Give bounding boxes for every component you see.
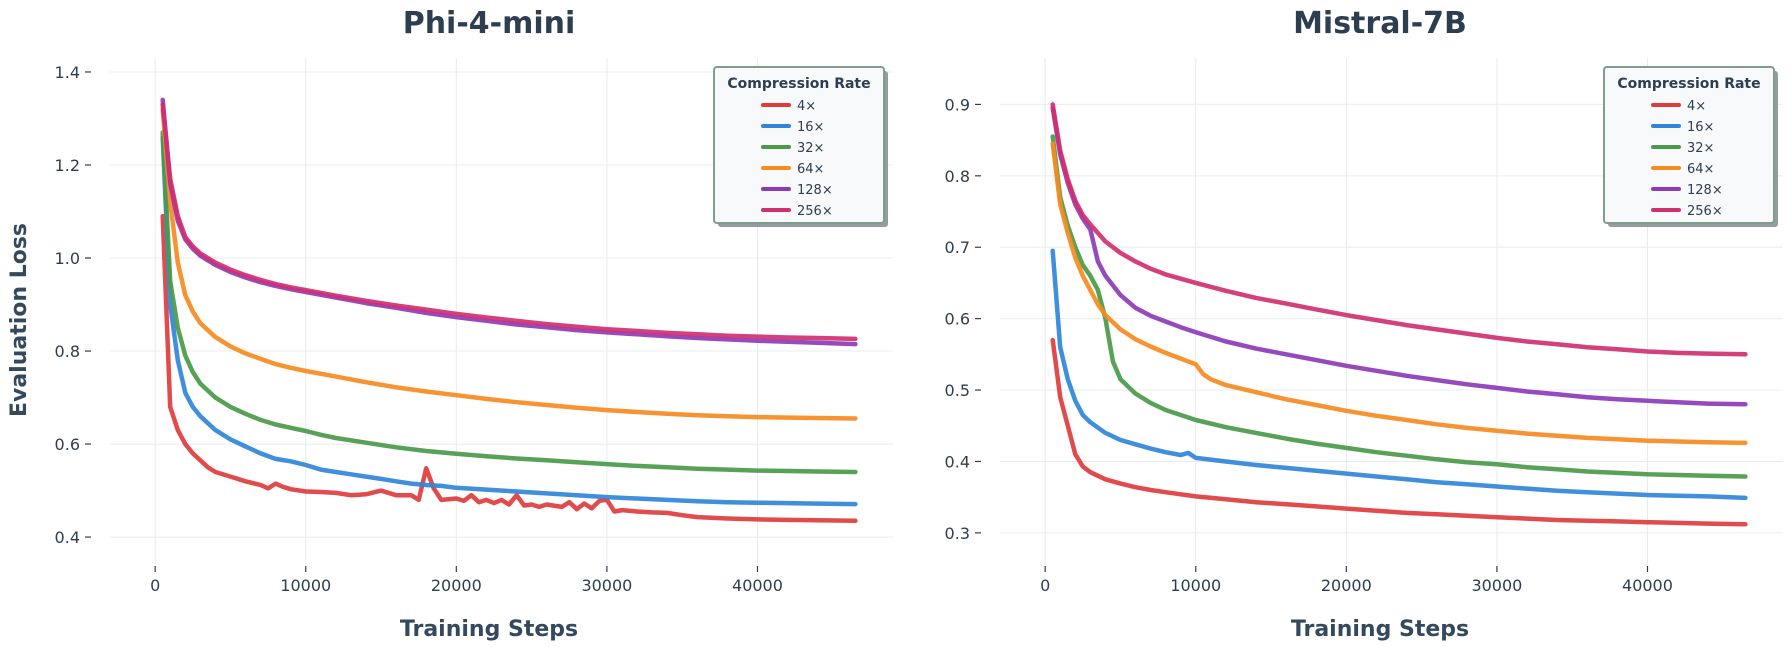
y-tick-label: 0.4 <box>945 452 970 471</box>
legend-label: 32× <box>1687 141 1714 156</box>
legend-label: 16× <box>797 120 824 135</box>
legend-box <box>713 66 885 224</box>
series-line-16x <box>160 134 858 507</box>
y-tick-label: 0.6 <box>55 435 80 454</box>
legend-label: 32× <box>797 141 824 156</box>
y-tick-label: 0.7 <box>945 238 970 257</box>
legend[interactable]: Compression Rate 4× 16× 32× 64× 128× 256× <box>1603 66 1778 227</box>
legend-title: Compression Rate <box>727 76 870 92</box>
y-tick-label: 0.8 <box>55 342 80 361</box>
x-tick-label: 10000 <box>280 576 331 595</box>
chart-title: Phi-4-mini <box>403 6 576 41</box>
x-axis-label: Training Steps <box>1291 617 1469 642</box>
legend-label: 256× <box>797 204 833 219</box>
y-tick-label: 0.6 <box>945 310 970 329</box>
series-line-32x <box>1050 134 1748 479</box>
x-tick-label: 30000 <box>581 576 632 595</box>
chart-panel-phi-4-mini: Phi-4-mini Evaluation Loss Training Step… <box>7 6 893 642</box>
x-tick-label: 20000 <box>1321 576 1372 595</box>
series-line-256x <box>160 102 858 342</box>
legend-items: 4× 16× 32× 64× 128× 256× <box>1651 99 1723 219</box>
series-line-64x <box>1050 141 1748 446</box>
y-tick-label: 0.4 <box>55 528 80 547</box>
grid <box>1000 58 1783 565</box>
series-line-4x <box>1050 337 1748 527</box>
y-tick-label: 0.8 <box>945 167 970 186</box>
series-lines <box>1050 102 1748 527</box>
y-tick-label: 1.2 <box>55 156 80 175</box>
x-tick-label: 40000 <box>1622 576 1673 595</box>
legend-label: 256× <box>1687 204 1723 219</box>
legend-label: 4× <box>1687 99 1706 114</box>
chart-panel-mistral-7b: Mistral-7B Training Steps 0 10000 20000 300… <box>945 6 1783 642</box>
x-tick-label: 0 <box>1040 576 1050 595</box>
y-axis-label: Evaluation Loss <box>7 223 32 417</box>
y-tick-label: 1.4 <box>55 63 80 82</box>
y-tick-label: 0.5 <box>945 381 970 400</box>
y-tick-label: 0.9 <box>945 95 970 114</box>
legend-label: 16× <box>1687 120 1714 135</box>
legend-items: 4× 16× 32× 64× 128× 256× <box>761 99 833 219</box>
legend-title: Compression Rate <box>1617 76 1760 92</box>
x-tick-label: 10000 <box>1170 576 1221 595</box>
series-line-4x <box>160 213 858 524</box>
x-axis-label: Training Steps <box>400 617 578 642</box>
series-line-256x <box>1050 102 1748 357</box>
series-line-16x <box>1050 248 1748 501</box>
legend-label: 64× <box>1687 162 1714 177</box>
legend-label: 128× <box>797 183 833 198</box>
tick-labels: 0 10000 20000 30000 40000 0.3 0.4 0.5 0.6 0.7 0.8 0… <box>945 95 1673 595</box>
series-line-64x <box>160 106 858 421</box>
x-tick-label: 20000 <box>431 576 482 595</box>
tick-labels: 0 10000 20000 30000 40000 0.4 0.6 0.8 1.0 1.2 1.4 <box>55 63 783 595</box>
legend-label: 64× <box>797 162 824 177</box>
legend-label: 4× <box>797 99 816 114</box>
legend-box <box>1603 66 1775 224</box>
x-tick-label: 40000 <box>732 576 783 595</box>
y-tick-label: 1.0 <box>55 249 80 268</box>
legend[interactable]: Compression Rate 4× 16× 32× 64× 128× 256× <box>713 66 888 227</box>
series-line-128x <box>1050 105 1748 407</box>
legend-label: 128× <box>1687 183 1723 198</box>
y-tick-label: 0.3 <box>945 524 970 543</box>
x-tick-label: 0 <box>150 576 160 595</box>
series-lines <box>160 97 858 524</box>
series-line-32x <box>160 130 858 475</box>
chart-title: Mistral-7B <box>1293 6 1467 41</box>
x-tick-label: 30000 <box>1471 576 1522 595</box>
